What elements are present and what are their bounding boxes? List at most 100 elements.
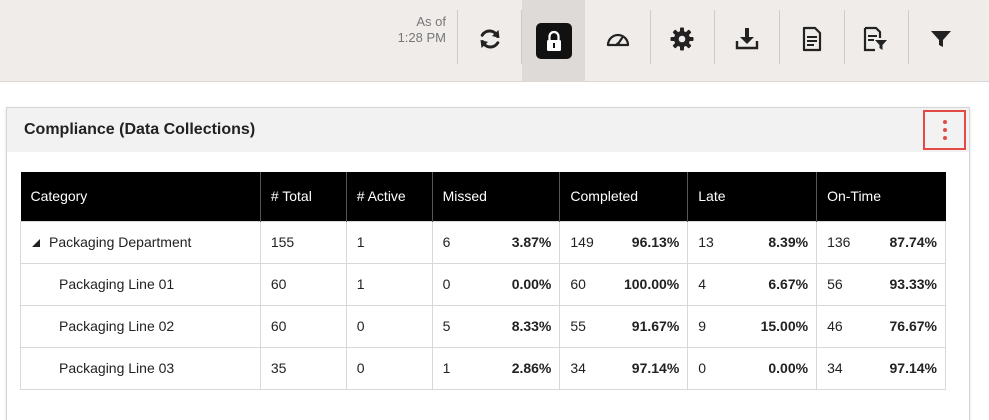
missed-cell: 1 2.86% xyxy=(431,346,561,390)
column-header-on-time[interactable]: On-Time xyxy=(816,172,946,221)
filter-button[interactable] xyxy=(915,4,967,74)
compliance-panel: Compliance (Data Collections) Category #… xyxy=(6,107,970,420)
late-count: 4 xyxy=(698,276,707,292)
filter-icon xyxy=(931,31,951,47)
gauge-icon xyxy=(606,33,630,47)
column-header-late[interactable]: Late xyxy=(687,172,818,221)
column-header-total[interactable]: # Total xyxy=(260,172,347,221)
completed-count: 55 xyxy=(570,318,586,334)
completed-cell: 60 100.00% xyxy=(559,262,689,306)
total-cell: 155 xyxy=(259,220,347,264)
report-filter-button[interactable] xyxy=(850,4,902,74)
toolbar-divider xyxy=(908,10,909,64)
missed-percent: 0.00% xyxy=(511,276,552,292)
as-of-timestamp: As of 1:28 PM xyxy=(390,14,446,46)
late-count: 13 xyxy=(698,234,714,250)
category-cell: Packaging Line 03 xyxy=(20,346,261,390)
refresh-button[interactable] xyxy=(464,4,516,74)
kebab-dot xyxy=(942,120,947,124)
gear-icon xyxy=(670,27,694,51)
late-percent: 0.00% xyxy=(768,360,809,376)
on-time-percent: 87.74% xyxy=(889,234,937,250)
refresh-icon xyxy=(480,29,500,49)
active-cell: 1 xyxy=(345,220,433,264)
active-cell: 0 xyxy=(345,346,433,390)
category-cell: Packaging Line 01 xyxy=(20,262,261,306)
settings-button[interactable] xyxy=(656,4,708,74)
on-time-cell: 136 87.74% xyxy=(816,220,946,264)
on-time-count: 136 xyxy=(827,234,851,250)
active-cell: 0 xyxy=(345,304,433,348)
as-of-time: 1:28 PM xyxy=(397,30,446,45)
late-cell: 13 8.39% xyxy=(687,220,818,264)
kebab-dot xyxy=(942,128,947,132)
on-time-cell: 56 93.33% xyxy=(816,262,946,306)
download-button[interactable] xyxy=(721,4,773,74)
late-count: 9 xyxy=(698,318,707,334)
total-cell: 60 xyxy=(259,304,347,348)
missed-count: 0 xyxy=(442,276,451,292)
column-header-missed[interactable]: Missed xyxy=(432,172,561,221)
missed-count: 5 xyxy=(442,318,451,334)
late-percent: 6.67% xyxy=(768,276,809,292)
panel-header: Compliance (Data Collections) xyxy=(7,108,969,152)
panel-title: Compliance (Data Collections) xyxy=(24,121,256,138)
on-time-count: 34 xyxy=(827,360,843,376)
missed-percent: 2.86% xyxy=(511,360,552,376)
category-label: Packaging Department xyxy=(49,234,192,250)
missed-count: 6 xyxy=(442,234,451,250)
late-percent: 8.39% xyxy=(768,234,809,250)
download-icon xyxy=(735,28,759,50)
document-filter-icon xyxy=(863,26,887,52)
total-cell: 35 xyxy=(259,346,347,390)
completed-count: 34 xyxy=(570,360,586,376)
toolbar-divider xyxy=(844,10,845,64)
missed-count: 1 xyxy=(442,360,451,376)
dashboard-button[interactable] xyxy=(592,4,644,74)
lock-icon xyxy=(535,23,572,59)
late-count: 0 xyxy=(698,360,707,376)
column-header-active[interactable]: # Active xyxy=(346,172,433,221)
panel-menu-button[interactable] xyxy=(923,110,966,150)
missed-percent: 8.33% xyxy=(511,318,552,334)
on-time-cell: 46 76.67% xyxy=(816,304,946,348)
toolbar-divider xyxy=(650,10,651,64)
late-percent: 15.00% xyxy=(760,318,809,334)
missed-cell: 0 0.00% xyxy=(431,262,561,306)
column-header-completed[interactable]: Completed xyxy=(559,172,689,221)
missed-cell: 6 3.87% xyxy=(431,220,561,264)
toolbar: As of 1:28 PM xyxy=(0,0,989,82)
completed-cell: 149 96.13% xyxy=(559,220,689,264)
on-time-cell: 34 97.14% xyxy=(816,346,946,390)
completed-count: 60 xyxy=(570,276,586,292)
late-cell: 4 6.67% xyxy=(687,262,818,306)
completed-cell: 34 97.14% xyxy=(559,346,689,390)
toolbar-divider xyxy=(457,10,458,64)
table-row[interactable]: Packaging Line 02 60 0 5 8.33% 55 91.67% 9… xyxy=(20,304,946,348)
late-cell: 9 15.00% xyxy=(687,304,818,348)
on-time-percent: 76.67% xyxy=(889,318,937,334)
on-time-percent: 97.14% xyxy=(889,360,937,376)
compliance-table: Category # Total # Active Missed Complet… xyxy=(20,172,946,390)
completed-count: 149 xyxy=(570,234,594,250)
completed-percent: 97.14% xyxy=(631,360,680,376)
column-header-category[interactable]: Category xyxy=(20,172,261,221)
active-cell: 1 xyxy=(345,262,433,306)
lock-button[interactable] xyxy=(522,0,585,82)
table-row[interactable]: Packaging Line 01 60 1 0 0.00% 60 100.00% … xyxy=(20,262,946,306)
total-cell: 60 xyxy=(259,262,347,306)
as-of-label: As of xyxy=(416,14,446,29)
category-cell: Packaging Department xyxy=(20,220,261,264)
on-time-count: 46 xyxy=(827,318,843,334)
completed-cell: 55 91.67% xyxy=(559,304,689,348)
category-cell: Packaging Line 02 xyxy=(20,304,261,348)
toolbar-divider xyxy=(714,10,715,64)
on-time-count: 56 xyxy=(827,276,843,292)
table-row[interactable]: Packaging Department 155 1 6 3.87% 149 96.… xyxy=(20,220,946,264)
missed-percent: 3.87% xyxy=(511,234,552,250)
completed-percent: 91.67% xyxy=(631,318,680,334)
collapse-caret-icon[interactable] xyxy=(31,238,41,248)
table-row[interactable]: Packaging Line 03 35 0 1 2.86% 34 97.14% 0… xyxy=(20,346,946,390)
kebab-dot xyxy=(942,136,947,140)
document-button[interactable] xyxy=(786,4,838,74)
